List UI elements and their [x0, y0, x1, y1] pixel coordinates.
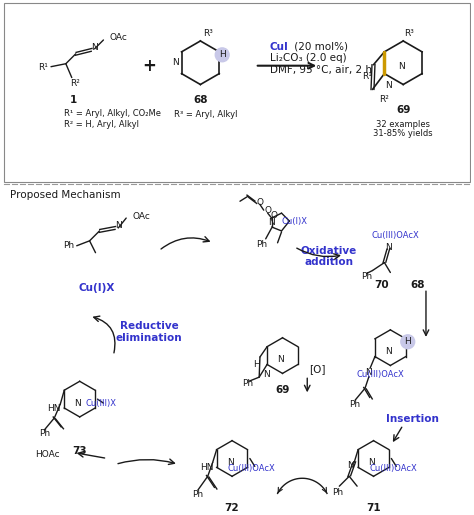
- Text: OAc: OAc: [132, 212, 150, 220]
- Text: Ph: Ph: [242, 379, 253, 388]
- Text: CuI: CuI: [270, 42, 289, 52]
- Text: Proposed Mechanism: Proposed Mechanism: [10, 191, 121, 200]
- Text: N: N: [385, 243, 392, 252]
- Text: 69: 69: [275, 385, 290, 395]
- Text: N: N: [347, 461, 354, 470]
- Text: N: N: [277, 355, 284, 364]
- Text: N: N: [385, 347, 392, 356]
- Text: 31-85% yields: 31-85% yields: [374, 129, 433, 139]
- Text: 69: 69: [396, 105, 410, 115]
- Text: Ph: Ph: [39, 429, 50, 438]
- Text: 72: 72: [225, 503, 239, 513]
- Text: 73: 73: [73, 445, 87, 456]
- Text: N: N: [115, 221, 122, 231]
- Text: H: H: [219, 50, 226, 59]
- Text: Cu(I)X: Cu(I)X: [78, 283, 115, 294]
- Text: R¹ = Aryl, Alkyl, CO₂Me: R¹ = Aryl, Alkyl, CO₂Me: [64, 109, 161, 118]
- Circle shape: [215, 48, 229, 62]
- Text: O: O: [256, 198, 263, 207]
- Text: 70: 70: [374, 280, 389, 290]
- Text: Reductive: Reductive: [119, 321, 178, 331]
- Text: Ph: Ph: [63, 241, 74, 250]
- Text: N: N: [398, 62, 405, 71]
- Text: N: N: [368, 458, 375, 467]
- Text: N: N: [74, 399, 81, 407]
- Text: (20 mol%): (20 mol%): [292, 42, 348, 52]
- Text: R² = H, Aryl, Alkyl: R² = H, Aryl, Alkyl: [64, 119, 139, 129]
- Text: 68: 68: [193, 95, 208, 106]
- Text: O: O: [264, 205, 271, 215]
- Text: N: N: [172, 58, 179, 67]
- Text: 1: 1: [70, 95, 77, 106]
- Text: Cu(III)OAcX: Cu(III)OAcX: [372, 231, 419, 241]
- Text: N: N: [365, 368, 372, 377]
- Text: addition: addition: [304, 256, 354, 267]
- Text: Insertion: Insertion: [386, 414, 439, 424]
- Text: N: N: [91, 43, 98, 53]
- Text: R³: R³: [203, 28, 213, 38]
- Text: +: +: [142, 57, 156, 75]
- Text: elimination: elimination: [116, 333, 182, 343]
- Text: N: N: [227, 458, 234, 467]
- Text: Li₂CO₃ (2.0 eq): Li₂CO₃ (2.0 eq): [270, 53, 346, 63]
- Text: N: N: [385, 81, 392, 90]
- Text: R²: R²: [379, 95, 389, 104]
- Text: H: H: [253, 360, 259, 369]
- Text: OAc: OAc: [109, 33, 127, 43]
- Circle shape: [401, 335, 415, 349]
- Text: Oxidative: Oxidative: [301, 246, 357, 256]
- Text: [O]: [O]: [309, 365, 325, 374]
- Text: R¹: R¹: [363, 72, 373, 81]
- Text: H: H: [404, 337, 411, 346]
- Text: Ph: Ph: [350, 400, 361, 408]
- Text: Ph: Ph: [256, 241, 267, 249]
- Text: 71: 71: [366, 503, 381, 513]
- Text: Cu(III)X: Cu(III)X: [86, 399, 117, 407]
- Text: Ph: Ph: [361, 272, 372, 281]
- Text: Ph: Ph: [332, 488, 343, 496]
- Text: Cu(III)OAcX: Cu(III)OAcX: [356, 370, 404, 379]
- Text: R²: R²: [70, 79, 80, 88]
- Text: R³ = Aryl, Alkyl: R³ = Aryl, Alkyl: [173, 110, 237, 118]
- Text: 68: 68: [411, 280, 425, 290]
- Text: Cu(III)OAcX: Cu(III)OAcX: [228, 464, 276, 473]
- Text: R³: R³: [404, 28, 414, 38]
- Text: 32 examples: 32 examples: [376, 119, 430, 129]
- Text: O: O: [270, 211, 277, 219]
- Bar: [4, 4, 470, 182]
- Text: HN: HN: [200, 463, 213, 472]
- Text: HN: HN: [47, 404, 61, 413]
- Text: HOAc: HOAc: [35, 450, 60, 459]
- Text: N: N: [268, 217, 275, 227]
- Text: N: N: [263, 370, 270, 379]
- Text: Ph: Ph: [192, 490, 203, 499]
- Text: Cu(III)OAcX: Cu(III)OAcX: [369, 464, 417, 473]
- Text: R¹: R¹: [38, 63, 48, 72]
- Text: Cu(I)X: Cu(I)X: [282, 216, 307, 226]
- Text: DMF, 95 °C, air, 2 h: DMF, 95 °C, air, 2 h: [270, 65, 372, 75]
